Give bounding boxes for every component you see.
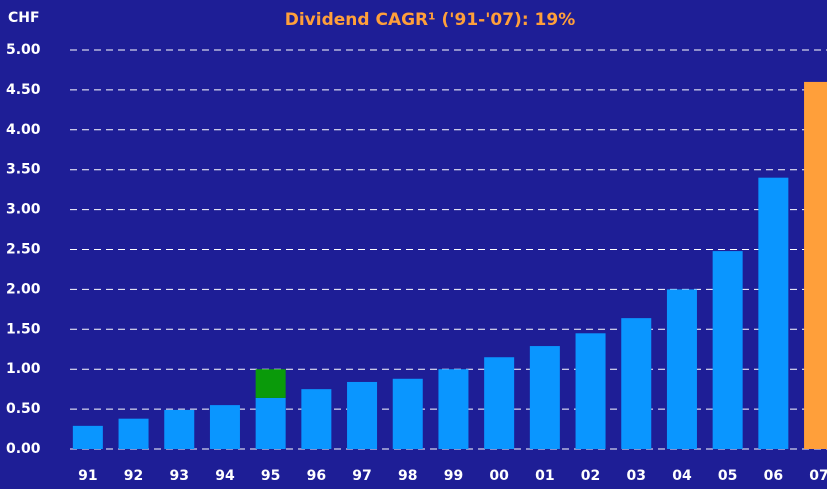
y-tick-label: 1.50 <box>6 321 41 337</box>
x-tick-label: 95 <box>261 468 280 484</box>
x-tick-label: 94 <box>215 468 235 484</box>
bar <box>438 369 469 449</box>
y-tick-label: 4.50 <box>6 82 41 98</box>
x-tick-label: 05 <box>718 468 737 484</box>
bar <box>392 378 423 449</box>
bar <box>301 389 332 449</box>
y-axis-label: CHF <box>8 10 40 26</box>
bar <box>255 397 286 449</box>
bar <box>575 333 606 449</box>
x-tick-label: 91 <box>78 468 97 484</box>
chart-title: Dividend CAGR¹ ('91-'07): 19% <box>285 10 576 30</box>
x-tick-label: 99 <box>444 468 463 484</box>
bar <box>804 81 827 450</box>
bar <box>255 369 286 398</box>
x-tick-label: 06 <box>764 468 783 484</box>
x-tick-label: 96 <box>307 468 326 484</box>
x-tick-label: 92 <box>124 468 143 484</box>
bar <box>666 289 697 449</box>
bar <box>164 409 195 449</box>
x-tick-label: 01 <box>535 468 554 484</box>
y-tick-label: 4.00 <box>6 122 41 138</box>
bar <box>758 177 789 449</box>
y-tick-label: 0.00 <box>6 441 41 457</box>
x-tick-label: 07 <box>809 468 827 484</box>
y-tick-label: 5.00 <box>6 42 41 58</box>
bar <box>529 346 560 449</box>
y-tick-label: 2.50 <box>6 242 41 258</box>
x-tick-label: 04 <box>672 468 692 484</box>
x-tick-label: 97 <box>352 468 371 484</box>
bar <box>621 318 652 449</box>
bar <box>347 381 378 449</box>
bar <box>712 251 743 449</box>
y-tick-label: 2.00 <box>6 281 41 297</box>
x-tick-label: 00 <box>489 468 509 484</box>
y-tick-label: 1.00 <box>6 361 41 377</box>
bar <box>484 357 515 449</box>
bar <box>209 405 240 449</box>
bar <box>72 425 103 449</box>
bar <box>118 418 149 449</box>
y-tick-label: 0.50 <box>6 401 41 417</box>
x-tick-label: 98 <box>398 468 417 484</box>
x-tick-label: 03 <box>627 468 646 484</box>
y-tick-label: 3.00 <box>6 202 41 218</box>
y-tick-label: 3.50 <box>6 162 41 178</box>
x-tick-label: 02 <box>581 468 600 484</box>
x-tick-label: 93 <box>170 468 189 484</box>
